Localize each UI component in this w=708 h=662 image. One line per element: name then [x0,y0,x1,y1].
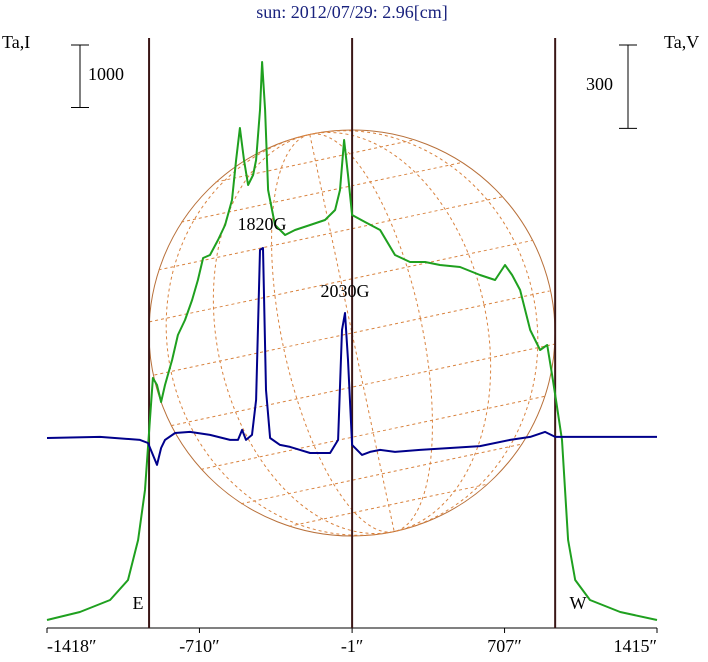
annotation: E [133,593,144,613]
parallel [158,196,504,271]
y2-axis-label: Ta,V [664,32,699,52]
x-tick-label: -710″ [179,636,220,656]
x-tick-label: 707″ [487,636,522,656]
meridian [309,134,395,532]
series-line [46,61,658,621]
parallel [215,139,416,183]
x-tick-label: -1418″ [47,636,97,656]
x-tick-label: -1″ [341,636,364,656]
parallel [171,343,555,427]
disk-grid [149,130,555,536]
scale-bar-label: 300 [586,74,613,94]
y-axis-label: Ta,I [2,32,30,52]
equator [154,290,550,376]
parallel [181,161,464,223]
parallel [200,395,546,470]
parallel [288,483,489,527]
series-line [46,247,657,466]
annotation: 2030G [321,281,370,301]
scale-bar-label: 1000 [88,64,124,84]
annotation: W [570,593,587,613]
parallel [240,443,523,505]
x-tick-label: 1415″ [614,636,658,656]
chart-title: sun: 2012/07/29: 2.96[cm] [256,2,448,22]
parallel [149,239,533,323]
annotation: 1820G [238,214,287,234]
